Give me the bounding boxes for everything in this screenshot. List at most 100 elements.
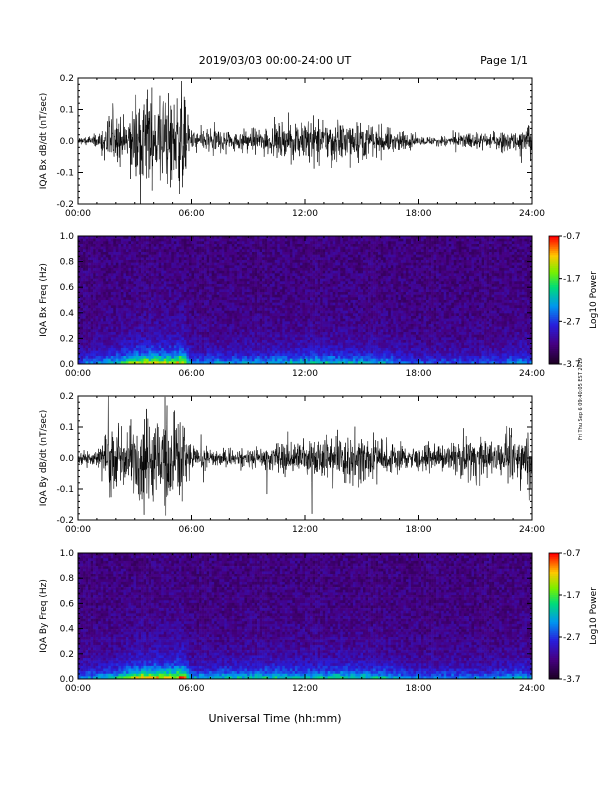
spectrogram-cell	[153, 292, 157, 295]
spectrogram-cell	[214, 257, 218, 261]
spectrogram-cell	[168, 249, 172, 253]
spectrogram-cell	[264, 246, 268, 250]
spectrogram-cell	[176, 342, 180, 346]
spectrogram-cell	[194, 238, 197, 242]
spectrogram-cell	[307, 345, 311, 349]
spectrogram-cell	[312, 350, 316, 354]
spectrogram-cell	[118, 236, 122, 239]
spectrogram-cell	[320, 321, 323, 325]
spectrogram-cell	[148, 361, 152, 365]
spectrogram-cell	[282, 356, 286, 359]
spectrogram-cell	[229, 276, 233, 279]
spectrogram-cell	[196, 257, 200, 261]
spectrogram-cell	[113, 252, 117, 255]
spectrogram-cell	[226, 241, 230, 245]
spectrogram-cell	[183, 238, 187, 242]
spectrogram-cell	[305, 289, 308, 293]
spectrogram-cell	[269, 236, 273, 239]
spectrogram-cell	[297, 350, 301, 354]
spectrogram-cell	[305, 313, 308, 317]
spectrogram-cell	[141, 244, 144, 247]
spectrogram-cell	[307, 350, 311, 354]
spectrogram-cell	[264, 313, 268, 317]
spectrogram-cell	[294, 318, 298, 322]
spectrogram-cell	[161, 246, 165, 250]
spectrogram-cell	[294, 289, 298, 293]
spectrogram-cell	[249, 318, 253, 322]
spectrogram-cell	[158, 329, 162, 333]
spectrogram-cell	[226, 249, 230, 253]
spectrogram-cell	[219, 268, 223, 271]
spectrogram-cell	[252, 305, 255, 309]
spectrogram-cell	[143, 356, 147, 359]
spectrogram-cell	[284, 281, 288, 285]
spectrogram-cell	[156, 252, 160, 255]
spectrogram-cell	[153, 332, 157, 335]
spectrogram-cell	[141, 356, 144, 359]
spectrogram-cell	[320, 254, 323, 258]
spectrogram-cell	[244, 268, 248, 271]
spectrogram-cell	[320, 286, 323, 290]
spectrogram-cell	[113, 270, 117, 274]
spectrogram-cell	[292, 305, 296, 309]
x-tick-label: 18:00	[406, 209, 432, 219]
spectrogram-cell	[277, 348, 281, 351]
spectrogram-cell	[138, 284, 142, 287]
spectrogram-cell	[289, 326, 293, 330]
spectrogram-cell	[80, 244, 84, 247]
spectrogram-cell	[176, 348, 180, 351]
spectrogram-cell	[259, 292, 263, 295]
spectrogram-cell	[118, 292, 122, 295]
spectrogram-cell	[264, 340, 268, 343]
spectrogram-cell	[330, 270, 334, 274]
spectrogram-cell	[123, 278, 127, 282]
spectrogram-cell	[178, 326, 182, 330]
spectrogram-cell	[133, 358, 137, 362]
spectrogram-cell	[221, 276, 225, 279]
spectrogram-cell	[239, 350, 243, 354]
spectrogram-cell	[181, 305, 185, 309]
spectrogram-cell	[158, 337, 162, 341]
spectrogram-cell	[196, 305, 200, 309]
spectrogram-cell	[231, 249, 235, 253]
spectrogram-cell	[317, 244, 321, 247]
spectrogram-cell	[282, 340, 286, 343]
spectrogram-cell	[90, 342, 94, 346]
spectrogram-cell	[163, 249, 167, 253]
spectrogram-cell	[322, 332, 326, 335]
spectrogram-cell	[201, 268, 205, 271]
spectrogram-cell	[156, 329, 160, 333]
spectrogram-cell	[221, 348, 225, 351]
spectrogram-cell	[332, 241, 336, 245]
spectrogram-cell	[115, 278, 119, 282]
spectrogram-cell	[287, 273, 291, 277]
spectrogram-cell	[252, 334, 255, 338]
spectrogram-cell	[110, 324, 114, 327]
spectrogram-cell	[125, 361, 129, 365]
spectrogram-cell	[216, 308, 220, 311]
spectrogram-cell	[115, 324, 119, 327]
spectrogram-cell	[206, 326, 210, 330]
spectrogram-cell	[226, 316, 230, 319]
spectrogram-cell	[302, 281, 306, 285]
spectrogram-cell	[130, 321, 134, 325]
spectrogram-cell	[163, 284, 167, 287]
spectrogram-cell	[171, 265, 175, 269]
spectrogram-cell	[110, 236, 114, 239]
spectrogram-cell	[241, 353, 245, 357]
spectrogram-cell	[125, 262, 129, 266]
spectrogram-cell	[138, 260, 142, 263]
spectrogram-cell	[249, 340, 253, 343]
spectrogram-cell	[254, 294, 258, 298]
spectrogram-cell	[151, 262, 154, 266]
spectrogram-cell	[305, 265, 308, 269]
spectrogram-cell	[216, 276, 220, 279]
spectrogram-cell	[85, 342, 89, 346]
spectrogram-cell	[289, 334, 293, 338]
spectrogram-cell	[78, 252, 81, 255]
spectrogram-cell	[236, 340, 240, 343]
spectrogram-cell	[272, 329, 276, 333]
spectrogram-cell	[105, 260, 109, 263]
spectrogram-cell	[156, 281, 160, 285]
spectrogram-cell	[83, 257, 86, 261]
